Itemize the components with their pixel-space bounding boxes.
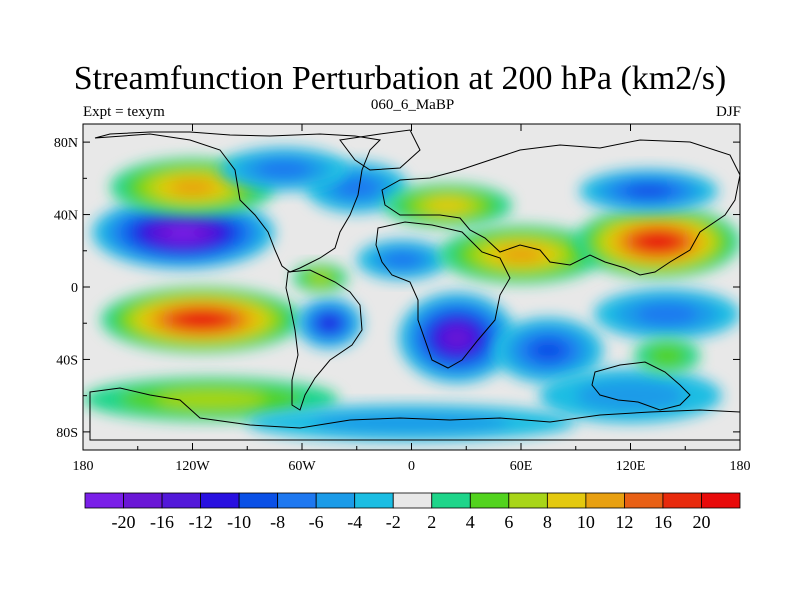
- colorbar-swatch: [662, 492, 702, 509]
- colorbar-swatch: [546, 492, 587, 509]
- colorbar-swatch: [431, 492, 471, 509]
- lat-tick-label: 40S: [56, 353, 78, 368]
- contour-band: [426, 198, 470, 213]
- contour-band: [256, 159, 312, 179]
- colorbar-swatch: [277, 492, 317, 509]
- colorbar-swatch: [585, 492, 625, 509]
- contour-band: [382, 251, 422, 269]
- colorbar-label: -10: [227, 512, 251, 532]
- season-label: DJF: [715, 104, 741, 120]
- lon-tick-label: 180: [730, 459, 751, 474]
- contour-band: [647, 344, 687, 367]
- experiment-label: Expt = texym: [83, 104, 165, 120]
- coastline-europe-asia: [381, 139, 740, 276]
- lon-tick-label: 120E: [616, 459, 646, 474]
- colorbar-swatch: [469, 492, 510, 509]
- anomaly-center: [101, 287, 302, 353]
- colorbar-swatch: [624, 492, 664, 509]
- anomaly-center: [83, 377, 339, 422]
- contour-band: [625, 183, 672, 199]
- colorbar-label: -4: [347, 512, 362, 532]
- colorbar-swatch: [392, 492, 433, 509]
- colorbar-swatch: [315, 492, 356, 509]
- colorbar-swatch: [123, 492, 163, 509]
- coastline-south-america: [285, 269, 363, 411]
- anomaly-center: [493, 317, 604, 383]
- lon-tick-label: 60W: [288, 459, 316, 474]
- colorbar-label: 2: [427, 512, 436, 532]
- coastline-greenland: [339, 129, 421, 171]
- contour-band: [635, 303, 699, 326]
- lat-tick-label: 40N: [54, 209, 78, 224]
- anomaly-center: [594, 288, 740, 340]
- contour-band: [183, 313, 220, 326]
- contour-band: [643, 235, 673, 249]
- contour-band: [320, 316, 339, 331]
- coastline-africa: [375, 221, 511, 369]
- lon-tick-label: 60E: [510, 459, 533, 474]
- contour-band: [575, 379, 686, 412]
- colorbar-label: -12: [189, 512, 213, 532]
- anomaly-center: [634, 337, 700, 374]
- colorbar-swatch: [84, 492, 124, 509]
- colorbar-swatch: [508, 492, 548, 509]
- colorbar: -20 -16 -12 -10 -8 -6 -4 -2 2 4 6 8 10 12 16 20: [84, 492, 741, 532]
- contour-band: [334, 176, 379, 199]
- colorbar-label: -6: [309, 512, 324, 532]
- colorbar-label: -2: [386, 512, 401, 532]
- longitude-axis: 180 120W 60W 0 60E 120E 180: [73, 124, 751, 474]
- contour-band: [167, 226, 200, 240]
- lat-tick-label: 80S: [56, 426, 78, 441]
- coastline-layer: [89, 129, 740, 441]
- case-label: 060_6_MaBP: [370, 97, 455, 113]
- contour-fill-layer: [83, 147, 740, 441]
- anomaly-center: [356, 239, 448, 280]
- anomaly-center: [438, 225, 604, 284]
- contour-band: [156, 389, 266, 409]
- colorbar-swatch: [354, 492, 394, 509]
- colorbar-swatch: [200, 492, 240, 509]
- lon-tick-label: 0: [408, 459, 415, 474]
- colorbar-swatch: [238, 492, 279, 509]
- colorbar-label: -20: [112, 512, 136, 532]
- lat-tick-label: 0: [71, 281, 78, 296]
- anomaly-center: [92, 196, 275, 269]
- map-title: Streamfunction Perturbation at 200 hPa (…: [73, 60, 727, 97]
- latitude-axis: 80N 40N 0 40S 80S: [54, 136, 740, 441]
- colorbar-label: 12: [615, 512, 633, 532]
- contour-band: [445, 328, 469, 347]
- lat-tick-label: 80N: [54, 136, 78, 151]
- colorbar-label: 8: [543, 512, 552, 532]
- colorbar-label: 20: [692, 512, 710, 532]
- lon-tick-label: 180: [73, 459, 94, 474]
- colorbar-label: 6: [504, 512, 513, 532]
- colorbar-label: 10: [577, 512, 595, 532]
- anomaly-center: [219, 147, 348, 192]
- colorbar-label: 4: [466, 512, 475, 532]
- colorbar-swatch: [161, 492, 201, 509]
- colorbar-label: 16: [654, 512, 672, 532]
- coastline-north-america: [94, 131, 382, 273]
- anomaly-center: [539, 368, 722, 423]
- anomaly-center: [579, 169, 719, 213]
- colorbar-label: -16: [150, 512, 174, 532]
- anomaly-center: [247, 404, 576, 441]
- contour-band: [312, 411, 511, 434]
- contour-band: [308, 271, 332, 285]
- colorbar-swatch: [701, 492, 741, 509]
- contour-band: [530, 339, 567, 362]
- coastline-australia: [591, 361, 691, 411]
- contour-band: [170, 179, 215, 196]
- anomaly-center: [296, 297, 363, 349]
- anomaly-center: [575, 205, 740, 278]
- anomaly-center: [384, 183, 512, 228]
- contour-band: [498, 246, 544, 263]
- lon-tick-label: 120W: [175, 459, 210, 474]
- coastline-antarctica: [89, 387, 740, 441]
- colorbar-label: -8: [270, 512, 285, 532]
